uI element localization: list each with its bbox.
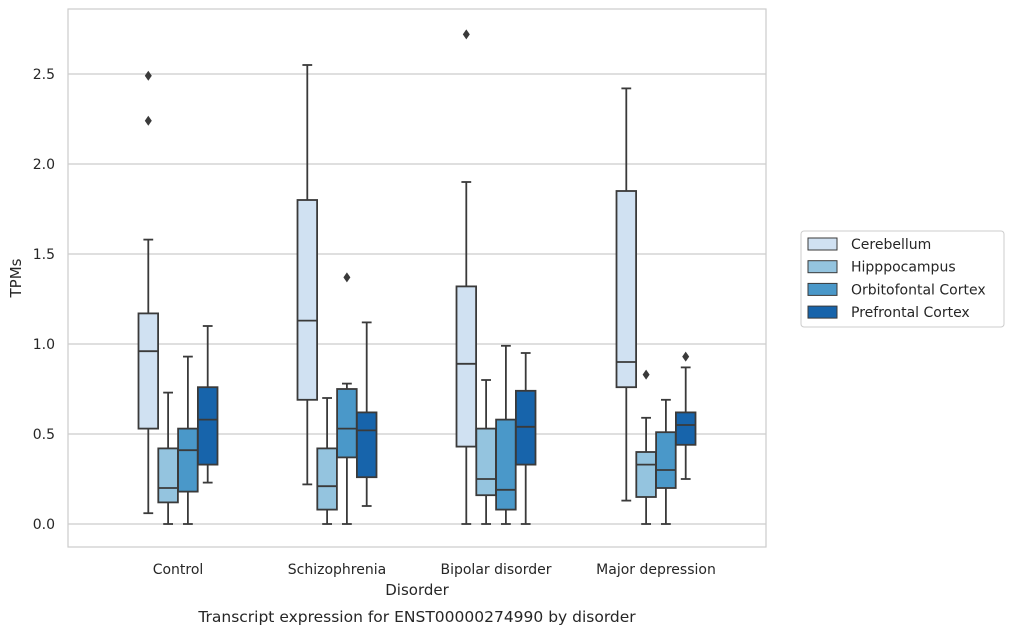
y-tick-label: 2.0 — [33, 157, 55, 173]
box-iqr — [495, 418, 517, 511]
box-prefrontal-cortex — [196, 325, 219, 484]
box-hipppocampus — [475, 379, 497, 525]
plot-area-frame — [67, 8, 767, 548]
legend-swatch — [807, 305, 838, 319]
legend-label: Orbitofontal Cortex — [851, 282, 986, 298]
legend-frame — [800, 230, 1005, 328]
x-tick-label: Major depression — [596, 562, 716, 578]
y-tick-label: 0.5 — [33, 427, 55, 443]
legend-swatch — [807, 237, 838, 251]
box-prefrontal-cortex — [675, 351, 697, 480]
outlier-point — [682, 351, 690, 362]
box-iqr — [655, 431, 677, 489]
y-axis-label: TPMs — [7, 258, 25, 298]
box-iqr — [157, 447, 179, 504]
outlier-point — [144, 115, 152, 126]
box-iqr — [635, 451, 657, 498]
x-axis-ticks: Control Schizophrenia Bipolar disorder Majo… — [153, 562, 716, 578]
box-prefrontal-cortex — [515, 352, 537, 525]
x-tick-label: Bipolar disorder — [440, 562, 551, 578]
chart-caption: Transcript expression for ENST0000027499… — [197, 608, 636, 626]
box-iqr — [675, 411, 697, 446]
box-hipppocampus — [635, 369, 657, 525]
box-hipppocampus — [157, 391, 179, 525]
x-axis-label: Disorder — [385, 581, 449, 599]
legend-label: Hipppocampus — [851, 260, 956, 276]
y-axis-ticks: 0.0 0.5 1.0 1.5 2.0 2.5 — [33, 67, 55, 533]
outlier-point — [462, 29, 470, 40]
box-orbitofontal-cortex — [495, 344, 517, 525]
box-iqr — [196, 386, 219, 466]
outlier-point — [642, 369, 650, 380]
y-tick-label: 1.0 — [33, 337, 55, 353]
y-tick-label: 0.0 — [33, 517, 55, 533]
legend: Cerebellum Hipppocampus Orbitofontal Corte… — [800, 230, 1005, 328]
box-iqr — [475, 427, 497, 497]
legend-swatch — [807, 260, 838, 274]
box-iqr — [177, 427, 199, 493]
box-iqr — [296, 199, 319, 401]
box-iqr — [137, 312, 160, 430]
box-cerebellum — [615, 87, 638, 502]
y-tick-label: 1.5 — [33, 247, 55, 263]
box-orbitofontal-cortex — [336, 272, 358, 525]
legend-swatch — [807, 282, 838, 296]
box-prefrontal-cortex — [355, 321, 378, 507]
box-iqr — [355, 411, 378, 479]
legend-label: Cerebellum — [851, 237, 931, 253]
y-tick-label: 2.5 — [33, 67, 55, 83]
box-orbitofontal-cortex — [655, 398, 677, 525]
box-iqr — [615, 190, 638, 389]
box-iqr — [336, 388, 358, 459]
x-tick-label: Control — [153, 562, 204, 578]
box-orbitofontal-cortex — [177, 355, 199, 525]
legend-label: Prefrontal Cortex — [851, 305, 970, 321]
outlier-point — [144, 70, 152, 81]
box-plots — [137, 29, 697, 525]
box-cerebellum — [296, 64, 319, 486]
box-hipppocampus — [316, 397, 338, 525]
box-cerebellum — [137, 70, 160, 515]
x-tick-label: Schizophrenia — [288, 562, 386, 578]
outlier-point — [343, 272, 351, 283]
box-iqr — [316, 447, 338, 511]
box-cerebellum — [455, 29, 478, 525]
box-iqr — [455, 285, 478, 448]
